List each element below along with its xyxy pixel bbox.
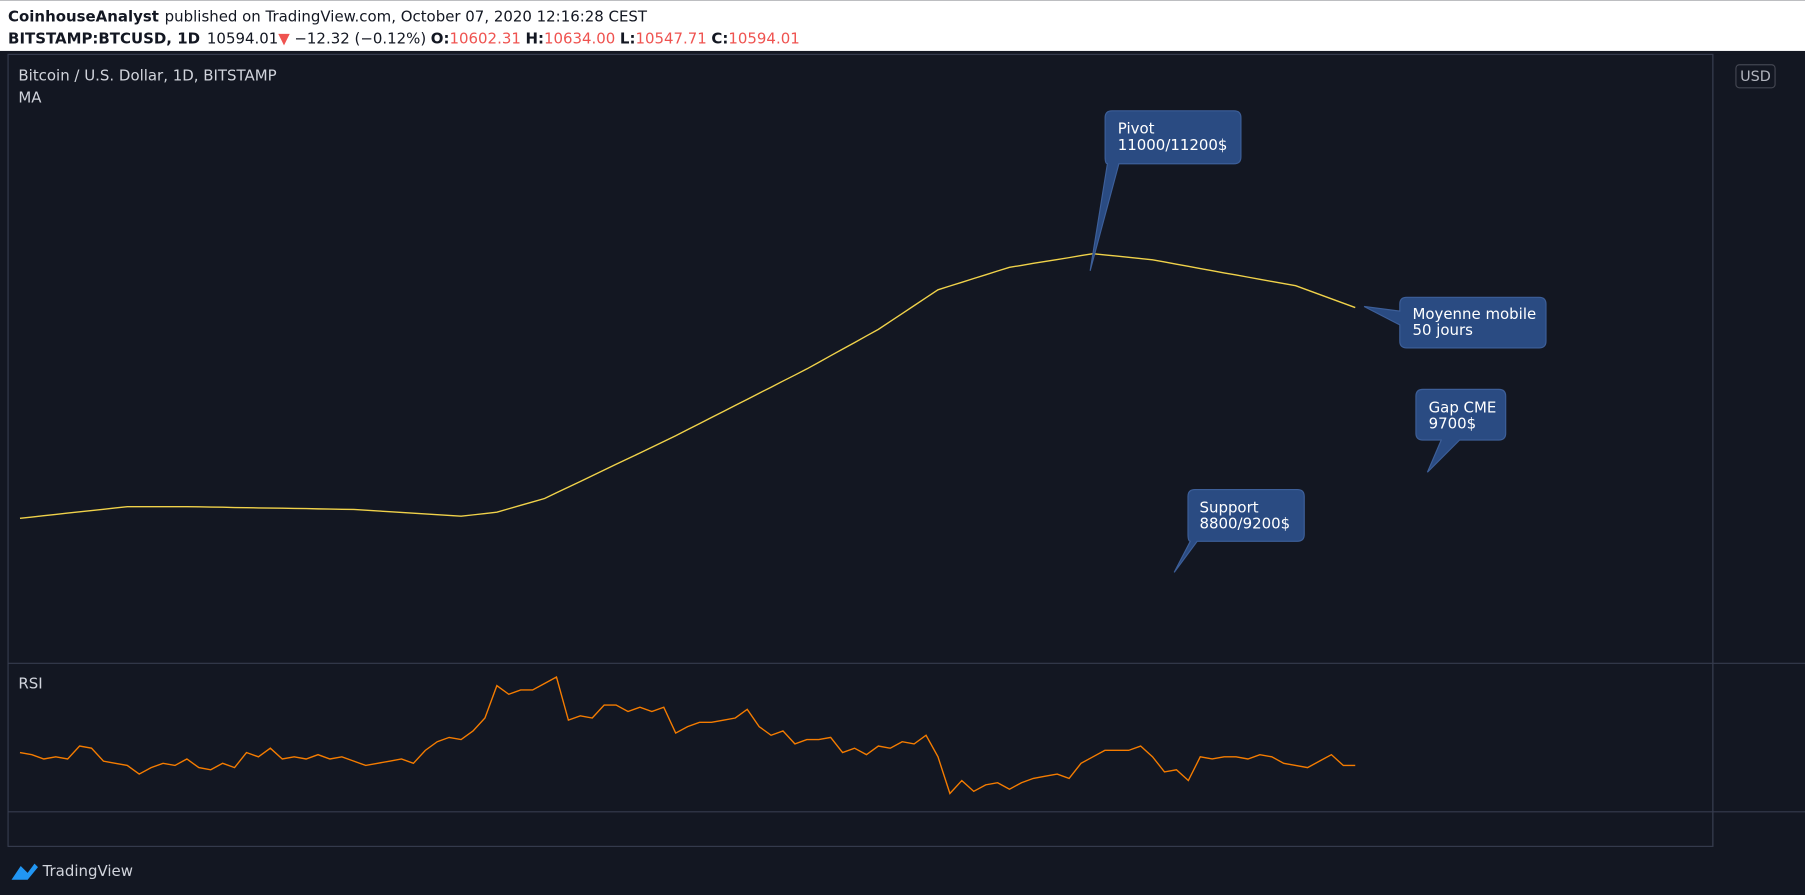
callout-text: 9700$ — [1429, 414, 1477, 432]
change: −12.32 (−0.12%) — [294, 29, 426, 47]
last: 10594.01 — [207, 29, 278, 47]
callout-box — [1415, 388, 1507, 473]
currency: USD — [1740, 69, 1771, 85]
ohlc-value: 10547.71 — [635, 29, 706, 47]
callout-text: 11000/11200$ — [1118, 136, 1228, 154]
arrow: ▼ — [278, 29, 290, 47]
ohlc-value: 10602.31 — [450, 29, 521, 47]
callout-text: 8800/9200$ — [1199, 515, 1290, 533]
author: CoinhouseAnalyst — [8, 7, 159, 25]
header-bar — [0, 0, 1805, 51]
callout-text: 50 jours — [1412, 321, 1473, 339]
callout: Moyenne mobile 50 jours — [1363, 296, 1547, 349]
callout: Gap CME 9700$ — [1415, 388, 1507, 473]
brand: TradingView — [42, 862, 133, 880]
callout-box — [1173, 488, 1305, 573]
callout-text: Moyenne mobile — [1412, 305, 1536, 323]
rsi-line — [19, 675, 1356, 795]
ohlc-key: L: — [620, 29, 636, 47]
ma-legend: MA — [18, 89, 42, 107]
published: published on TradingView.com, October 07… — [165, 7, 648, 25]
ohlc-value: 10634.00 — [544, 29, 615, 47]
ohlc-key: H: — [525, 29, 544, 47]
callout-text: Pivot — [1118, 120, 1155, 138]
header-line2: BITSTAMP:BTCUSD, 1D 10594.01▼ −12.32 (−0.1… — [8, 29, 800, 47]
currency-box[interactable] — [1735, 64, 1776, 89]
logo-icon — [11, 863, 38, 880]
callout-text: Gap CME — [1429, 398, 1497, 416]
header-line1: CoinhouseAnalyst published on TradingView… — [8, 7, 648, 25]
callout: Pivot 11000/11200$ — [1089, 110, 1242, 271]
chart-frame — [7, 53, 1714, 847]
ma-line — [19, 252, 1356, 519]
ohlc-value: 10594.01 — [728, 29, 799, 47]
symbol: BITSTAMP:BTCUSD, 1D — [8, 29, 200, 47]
callout-box — [1089, 110, 1242, 271]
callout-box — [1363, 296, 1547, 349]
brand-logo: TradingView — [11, 862, 133, 880]
ohlc-key: C: — [711, 29, 728, 47]
callout-text: Support — [1199, 498, 1258, 516]
rsi-legend: RSI — [18, 675, 42, 693]
callout: Support 8800/9200$ — [1173, 488, 1305, 573]
ohlc-key: O: — [431, 29, 450, 47]
chart-title: Bitcoin / U.S. Dollar, 1D, BITSTAMP — [18, 67, 276, 85]
